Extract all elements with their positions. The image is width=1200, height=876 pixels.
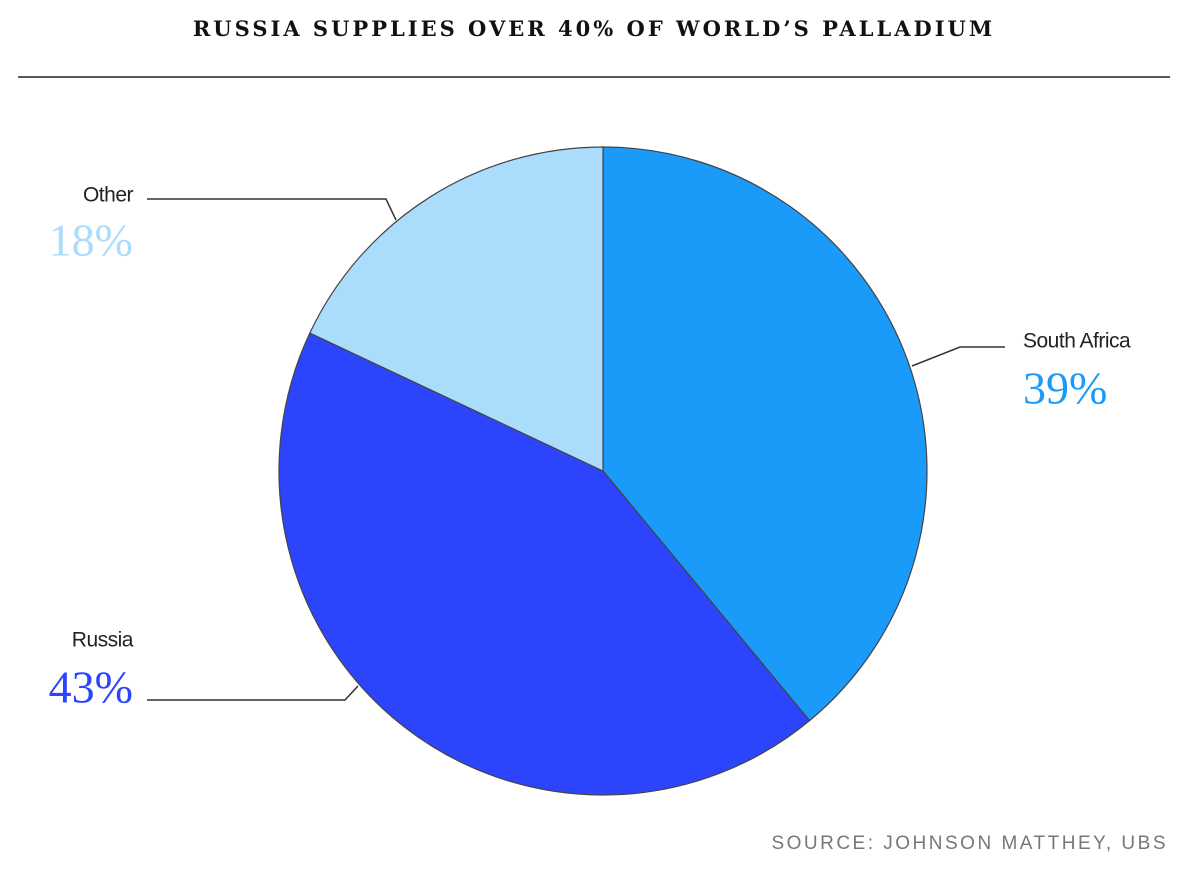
slice-value-label: 43% <box>49 662 133 713</box>
slice-label: Other <box>83 184 134 207</box>
slice-value-label: 39% <box>1023 363 1107 414</box>
slice-label: Russia <box>72 629 134 652</box>
slice-label: South Africa <box>1023 330 1131 353</box>
leader-line <box>147 198 397 221</box>
pie-slice <box>278 332 811 796</box>
leader-line <box>911 346 1005 367</box>
source-note: SOURCE: JOHNSON MATTHEY, UBS <box>771 833 1168 854</box>
pie-slice <box>309 146 604 472</box>
chart-title: RUSSIA SUPPLIES OVER 40% OF WORLD’S PALL… <box>193 16 995 41</box>
leader-line <box>147 685 359 701</box>
pie-slice <box>602 146 928 722</box>
slice-value-label: 18% <box>49 215 133 266</box>
